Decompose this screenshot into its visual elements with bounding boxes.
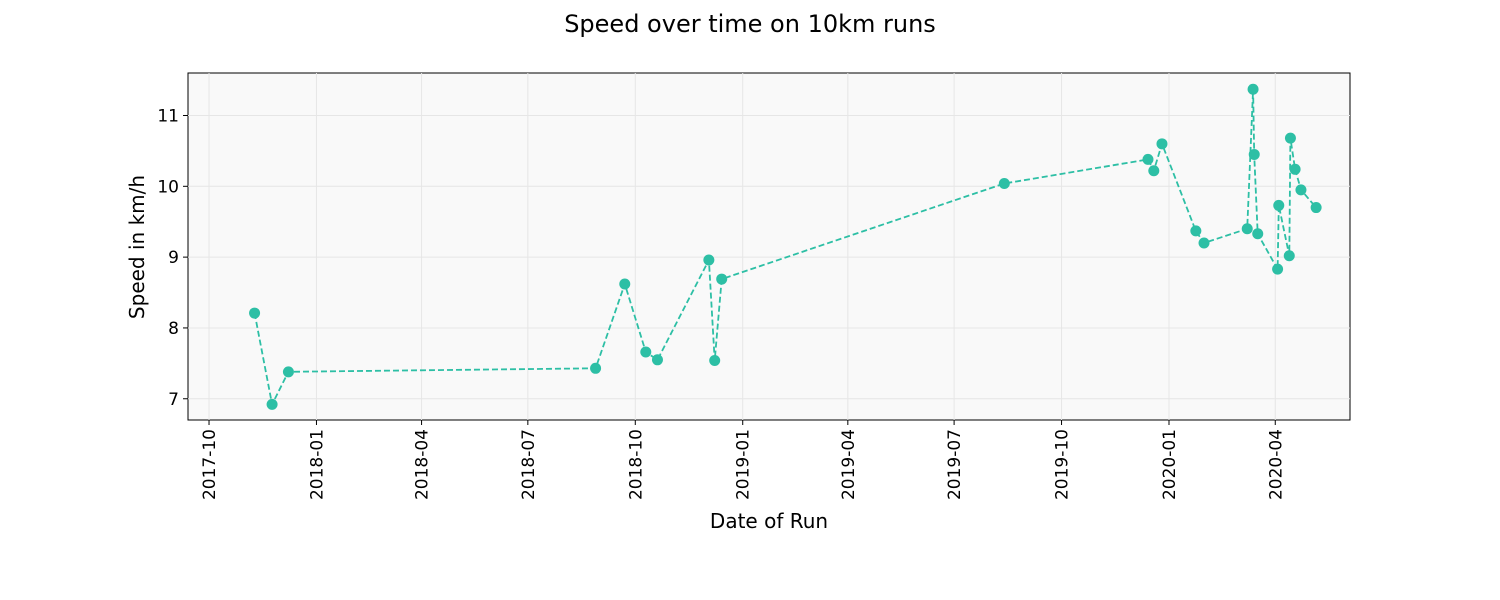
data-point [1142, 153, 1154, 165]
x-tick-label: 2020-04 [1266, 429, 1286, 500]
data-point [1148, 165, 1160, 177]
x-tick-label: 2020-01 [1160, 429, 1180, 500]
x-axis-label: Date of Run [710, 509, 828, 533]
y-tick-label: 11 [157, 106, 179, 126]
data-point [266, 398, 278, 410]
data-point [1248, 148, 1260, 160]
y-axis-label: Speed in km/h [125, 175, 149, 319]
y-tick-label: 7 [168, 390, 179, 410]
x-tick-label: 2017-10 [200, 429, 220, 500]
data-point [1310, 202, 1322, 214]
data-points [249, 83, 1322, 410]
y-tick-label: 10 [157, 177, 179, 197]
y-axis: 7 8 9 10 11 [157, 106, 188, 410]
plot-area [187, 72, 1351, 421]
data-point [1156, 138, 1168, 150]
data-point [640, 346, 652, 358]
x-tick-label: 2018-10 [626, 429, 646, 500]
chart-title: Speed over time on 10km runs [564, 10, 936, 38]
data-point [1289, 163, 1301, 175]
y-grid [188, 114, 1350, 400]
data-point [1190, 225, 1202, 237]
x-tick-label: 2019-04 [839, 429, 859, 500]
y-tick-label: 9 [168, 248, 179, 268]
x-axis: 2017-10 2018-01 2018-04 2018-07 2018-10 2019-… [200, 420, 1286, 500]
x-tick-label: 2018-04 [413, 429, 433, 500]
x-tick-label: 2019-10 [1053, 429, 1073, 500]
data-point [249, 307, 261, 319]
data-point [703, 254, 715, 266]
data-point [1241, 223, 1253, 235]
x-tick-label: 2019-01 [734, 429, 754, 500]
data-point [709, 355, 721, 367]
data-point [282, 366, 294, 378]
x-tick-label: 2018-07 [519, 429, 539, 500]
y-tick-label: 8 [168, 319, 179, 339]
x-grid [208, 73, 1276, 420]
x-tick-label: 2018-01 [307, 429, 327, 500]
data-point [1198, 237, 1210, 249]
data-point [619, 278, 631, 290]
data-point [590, 362, 602, 374]
data-point [1283, 250, 1295, 262]
data-point [1295, 184, 1307, 196]
data-point [1247, 83, 1259, 95]
data-point [1273, 199, 1285, 211]
data-point [651, 354, 663, 366]
x-tick-label: 2019-07 [945, 429, 965, 500]
data-point [1284, 132, 1296, 144]
data-point [1252, 228, 1264, 240]
data-point [998, 177, 1010, 189]
data-point [716, 273, 728, 285]
data-point [1272, 263, 1284, 275]
